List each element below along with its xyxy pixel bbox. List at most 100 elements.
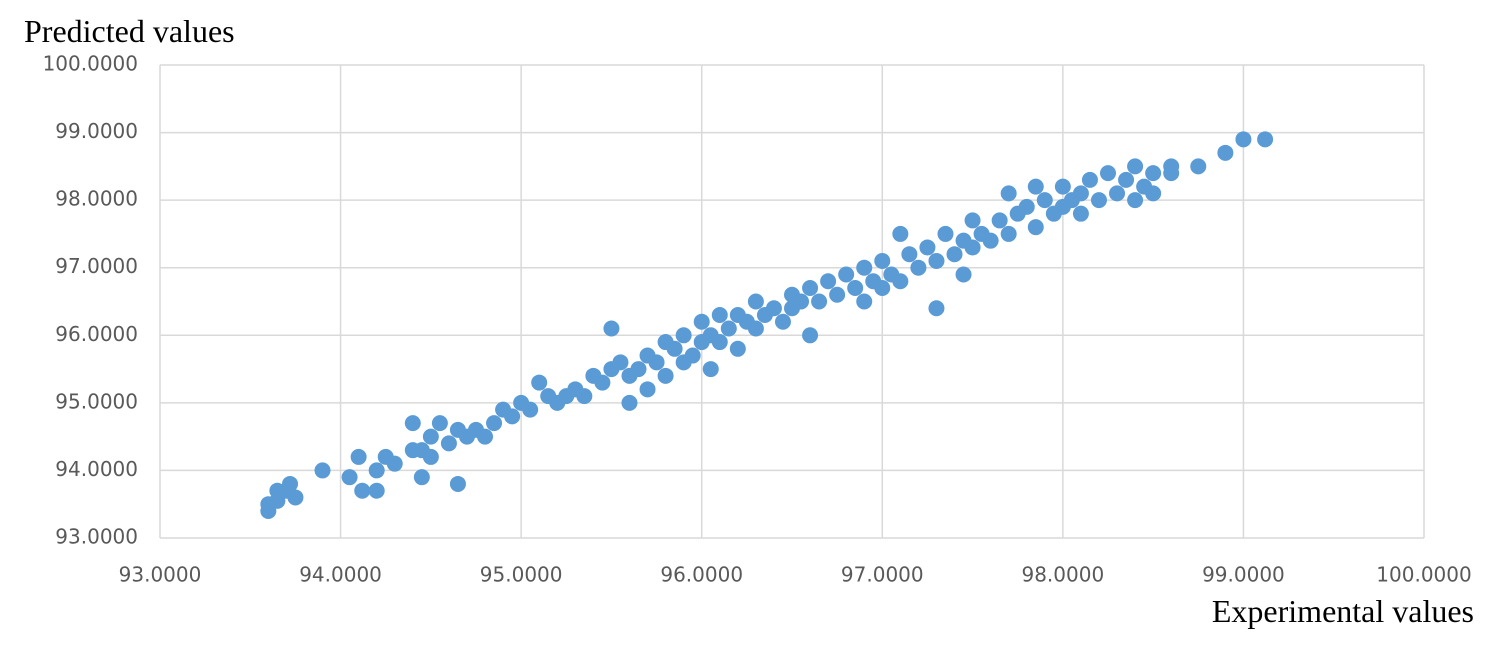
point [1027,178,1044,195]
point [892,273,909,290]
point [576,388,593,405]
point [522,401,539,418]
point [1145,165,1162,182]
point [901,246,918,263]
point [1127,158,1144,175]
point [802,279,819,296]
point [1072,185,1089,202]
point [1190,158,1207,175]
point [964,212,981,229]
x-axis-label: Experimental values [1212,593,1474,629]
point [1235,131,1252,148]
point [648,354,665,371]
point [874,252,891,269]
point [282,475,299,492]
point [729,340,746,357]
point [793,293,810,310]
point [991,212,1008,229]
point [675,327,692,344]
point [386,455,403,472]
point [811,293,828,310]
point [711,307,728,324]
point [1163,165,1180,182]
y-tick-label: 100.0000 [43,52,138,76]
point [422,448,439,465]
x-tick-label: 96.0000 [660,563,743,587]
y-tick-label: 96.0000 [55,322,138,346]
point [1118,171,1135,188]
point [431,415,448,432]
x-tick-label: 100.0000 [1376,563,1471,587]
point [1036,192,1053,209]
x-tick-label: 95.0000 [480,563,563,587]
point [838,266,855,283]
point [1257,131,1274,148]
point [1054,178,1071,195]
point [1145,185,1162,202]
point [802,327,819,344]
point [847,279,864,296]
point [368,462,385,479]
x-tick-label: 94.0000 [299,563,382,587]
point [1000,185,1017,202]
point [477,428,494,445]
point [693,313,710,330]
point [314,462,331,479]
point [856,259,873,276]
point [269,482,286,499]
point [486,415,503,432]
point [1081,171,1098,188]
point [874,279,891,296]
point [287,489,304,506]
point [1027,219,1044,236]
point [639,381,656,398]
y-tick-label: 97.0000 [55,254,138,278]
point [964,239,981,256]
y-tick-label: 98.0000 [55,187,138,211]
point [702,361,719,378]
point [774,313,791,330]
x-tick-label: 93.0000 [119,563,202,587]
point [1127,192,1144,209]
y-axis-label: Predicted values [24,13,235,49]
point [910,259,927,276]
point [747,293,764,310]
x-tick-label: 99.0000 [1202,563,1285,587]
point [594,374,611,391]
y-tick-label: 94.0000 [55,457,138,481]
point [919,239,936,256]
point [928,300,945,317]
point [1018,198,1035,215]
point [504,408,521,425]
point [657,367,674,384]
point [341,469,358,486]
x-tick-label: 97.0000 [841,563,924,587]
point [368,482,385,499]
point [720,320,737,337]
point [1217,144,1234,161]
point [1000,225,1017,242]
point [955,266,972,283]
y-tick-label: 93.0000 [55,525,138,549]
point [982,232,999,249]
point [1072,205,1089,222]
point [666,340,683,357]
point [630,361,647,378]
point [1090,192,1107,209]
x-tick-label: 98.0000 [1021,563,1104,587]
point [422,428,439,445]
point [856,293,873,310]
point [946,246,963,263]
point [603,320,620,337]
point [711,334,728,351]
point [928,252,945,269]
point [413,469,430,486]
point [765,300,782,317]
point [829,286,846,303]
point [892,225,909,242]
point [449,475,466,492]
y-tick-label: 95.0000 [55,389,138,413]
point [440,435,457,452]
